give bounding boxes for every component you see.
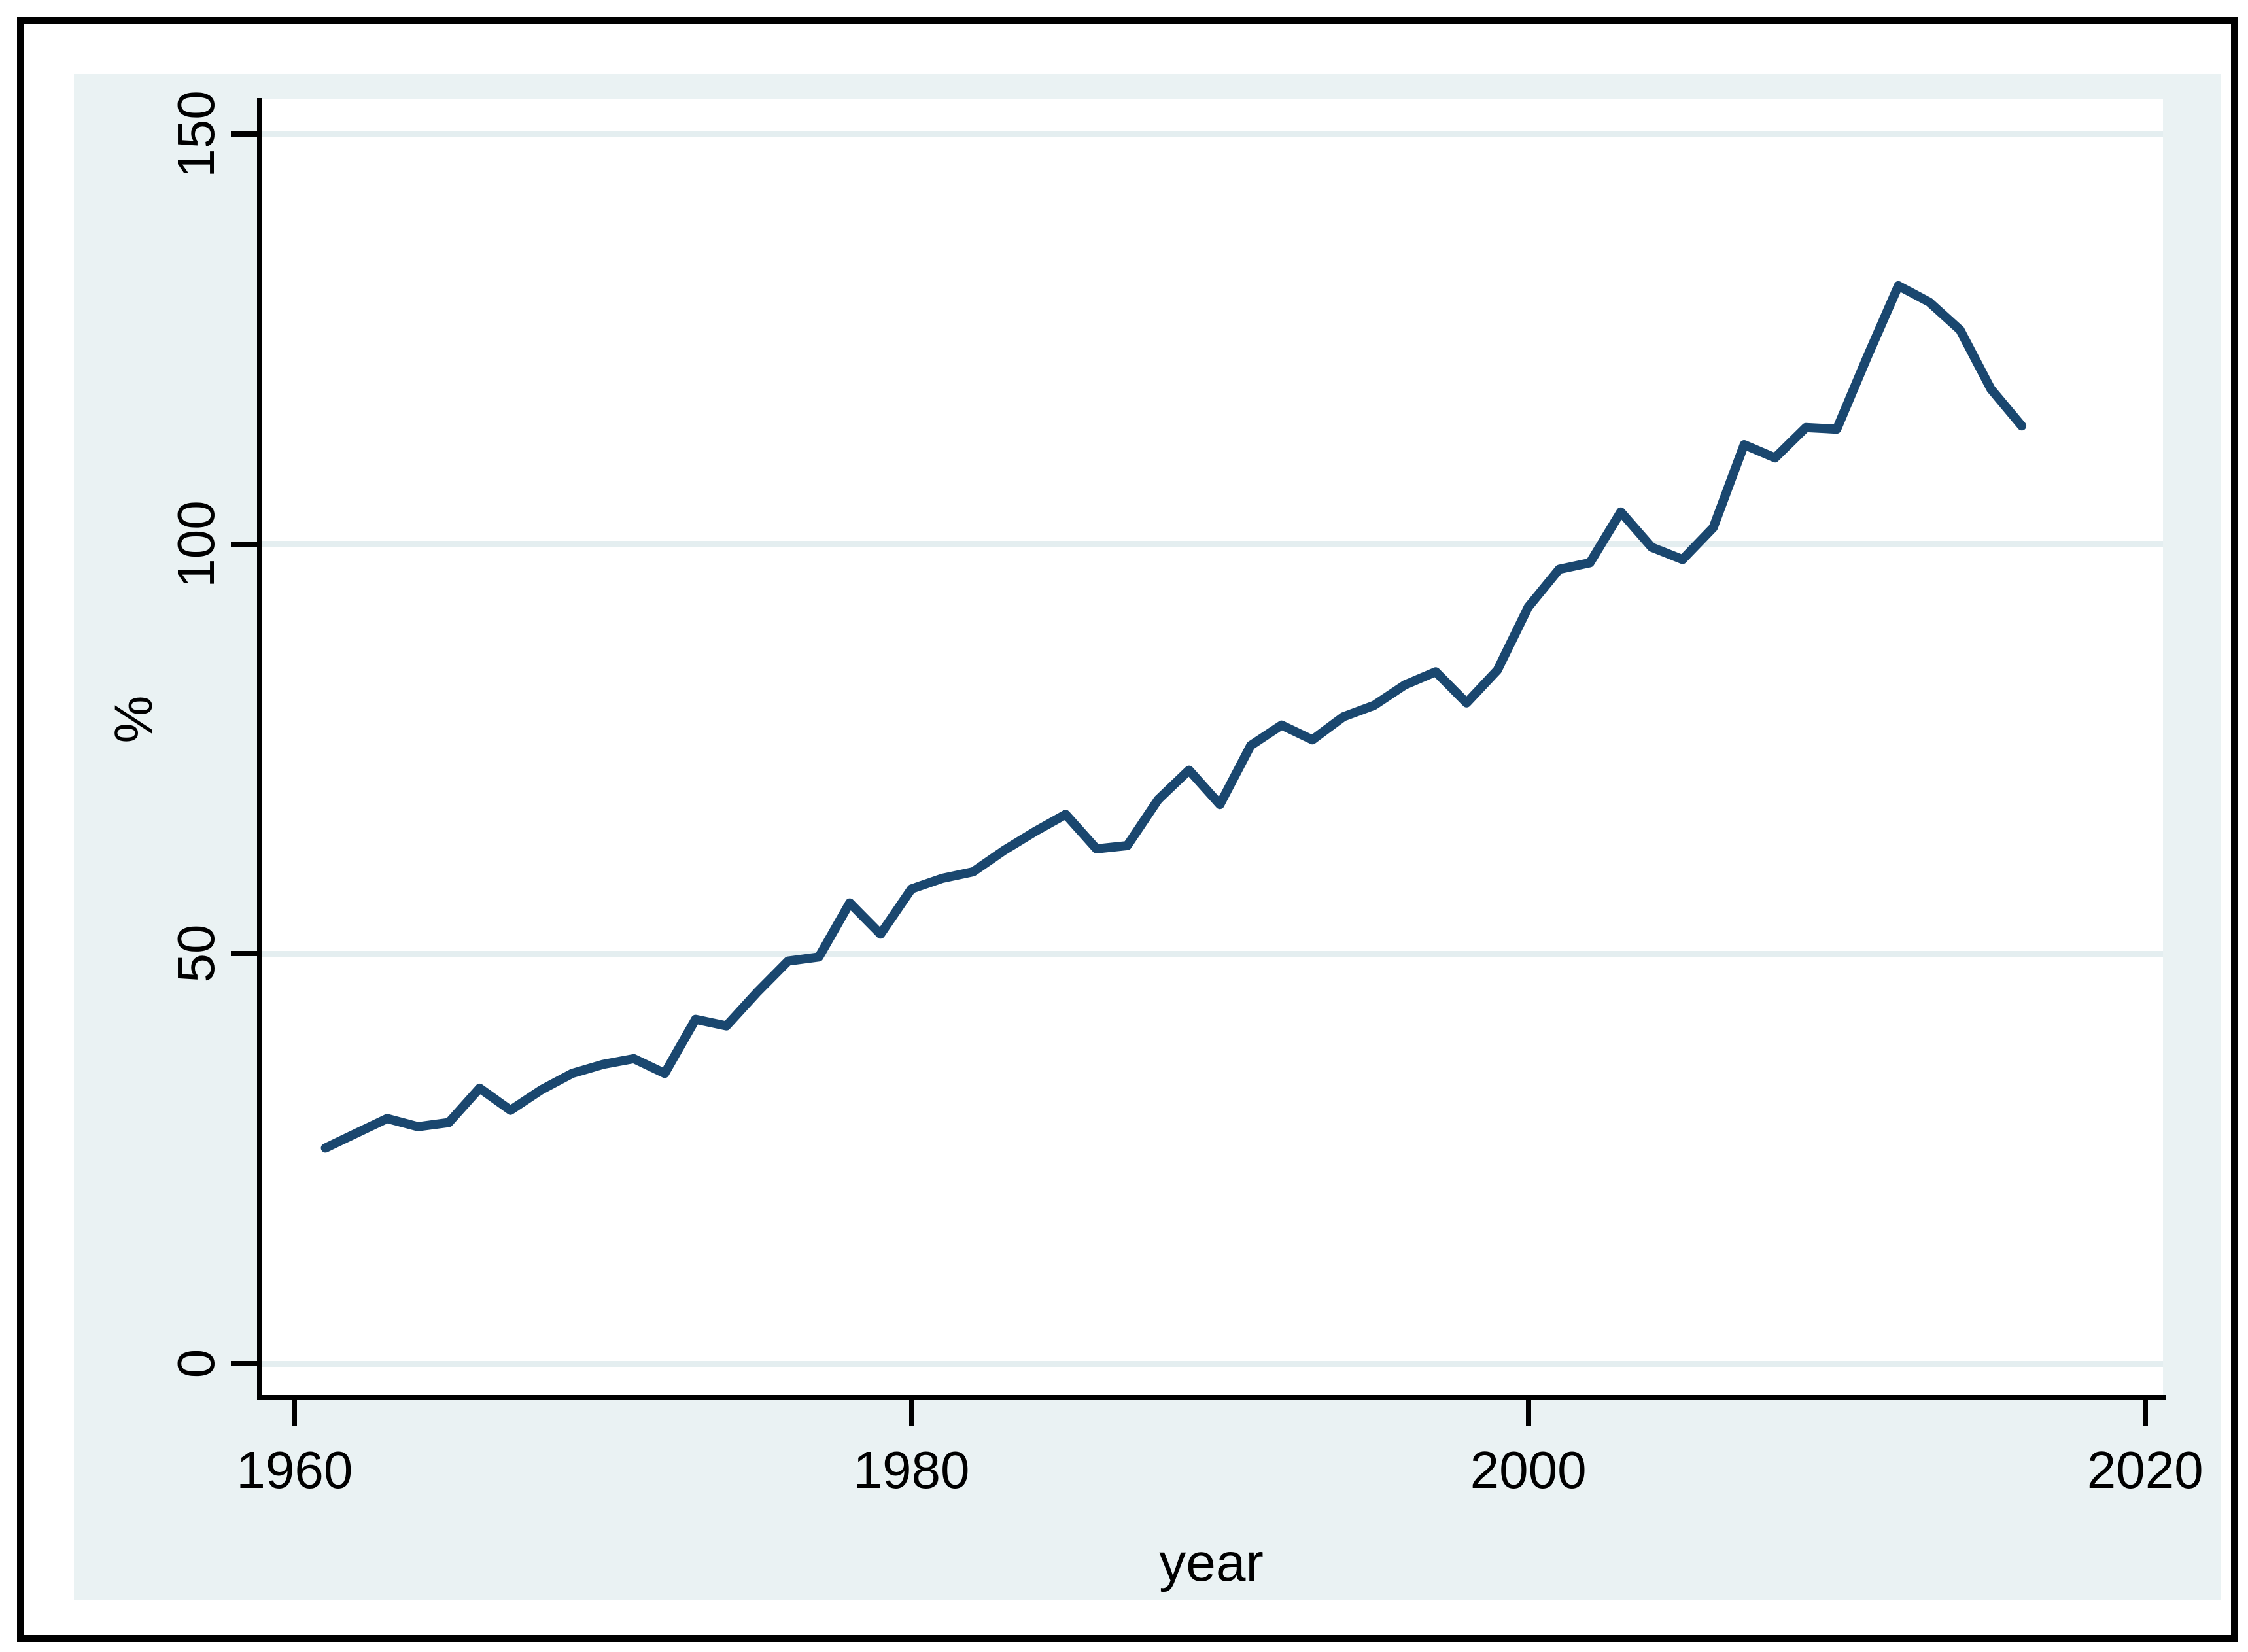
x-tick-label: 1960 <box>236 1441 353 1499</box>
y-gridline <box>260 131 2163 137</box>
x-tick-label: 2020 <box>2086 1441 2204 1499</box>
x-tick-mark <box>908 1400 914 1426</box>
y-tick-label: 50 <box>167 924 225 983</box>
plot-area <box>260 99 2163 1398</box>
y-gridline <box>260 1360 2163 1367</box>
x-tick-mark <box>1525 1400 1531 1426</box>
y-tick-mark <box>231 1361 257 1366</box>
x-axis-title: year <box>1159 1533 1264 1592</box>
y-tick-mark <box>231 541 257 547</box>
figure-border <box>17 17 2238 1642</box>
y-tick-mark <box>231 131 257 137</box>
x-tick-label: 1980 <box>853 1441 970 1499</box>
y-gridline <box>260 950 2163 957</box>
data-line-series <box>320 281 2027 1153</box>
x-axis-line <box>257 1395 2166 1400</box>
y-tick-mark <box>231 951 257 957</box>
y-axis-title: % <box>104 695 164 744</box>
x-tick-mark <box>2142 1400 2148 1426</box>
y-tick-label: 150 <box>167 90 225 178</box>
y-tick-label: 100 <box>167 500 225 588</box>
x-tick-mark <box>292 1400 298 1426</box>
x-tick-label: 2000 <box>1470 1441 1587 1499</box>
y-tick-label: 0 <box>167 1349 225 1379</box>
y-axis-line <box>257 98 262 1400</box>
y-gridline <box>260 541 2163 547</box>
